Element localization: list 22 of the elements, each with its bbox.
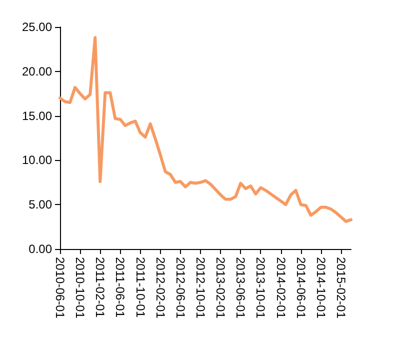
y-tick-label: 10.00 bbox=[22, 153, 52, 168]
y-tick-label: 15.00 bbox=[22, 108, 52, 123]
x-tick-label: 2010-10-01 bbox=[73, 257, 88, 319]
x-tick-label: 2012-10-01 bbox=[193, 257, 208, 319]
x-tick-label: 2014-06-01 bbox=[294, 257, 308, 319]
x-tick-label: 2013-06-01 bbox=[234, 257, 248, 319]
x-tick-label: 2011-02-01 bbox=[93, 257, 108, 318]
y-tick-label: 0.00 bbox=[28, 242, 52, 256]
x-tick-label: 2015-02-01 bbox=[334, 257, 348, 319]
x-tick-label: 2014-02-01 bbox=[274, 257, 288, 319]
x-tick-label: 2010-06-01 bbox=[53, 257, 67, 319]
x-tick-label: 2013-02-01 bbox=[214, 257, 228, 319]
line-series bbox=[58, 36, 352, 223]
x-tick-label: 2013-10-01 bbox=[254, 257, 268, 319]
y-tick-label: 25.00 bbox=[22, 20, 52, 34]
x-tick-label: 2014-10-01 bbox=[314, 257, 328, 319]
x-tick-label: 2012-06-01 bbox=[173, 257, 188, 319]
x-tick-label: 2011-10-01 bbox=[133, 257, 148, 318]
y-tick-label: 5.00 bbox=[28, 198, 52, 212]
x-tick-label: 2011-06-01 bbox=[113, 257, 128, 318]
y-tick-label: 20.00 bbox=[22, 64, 52, 78]
x-tick-label: 2012-02-01 bbox=[153, 257, 168, 319]
